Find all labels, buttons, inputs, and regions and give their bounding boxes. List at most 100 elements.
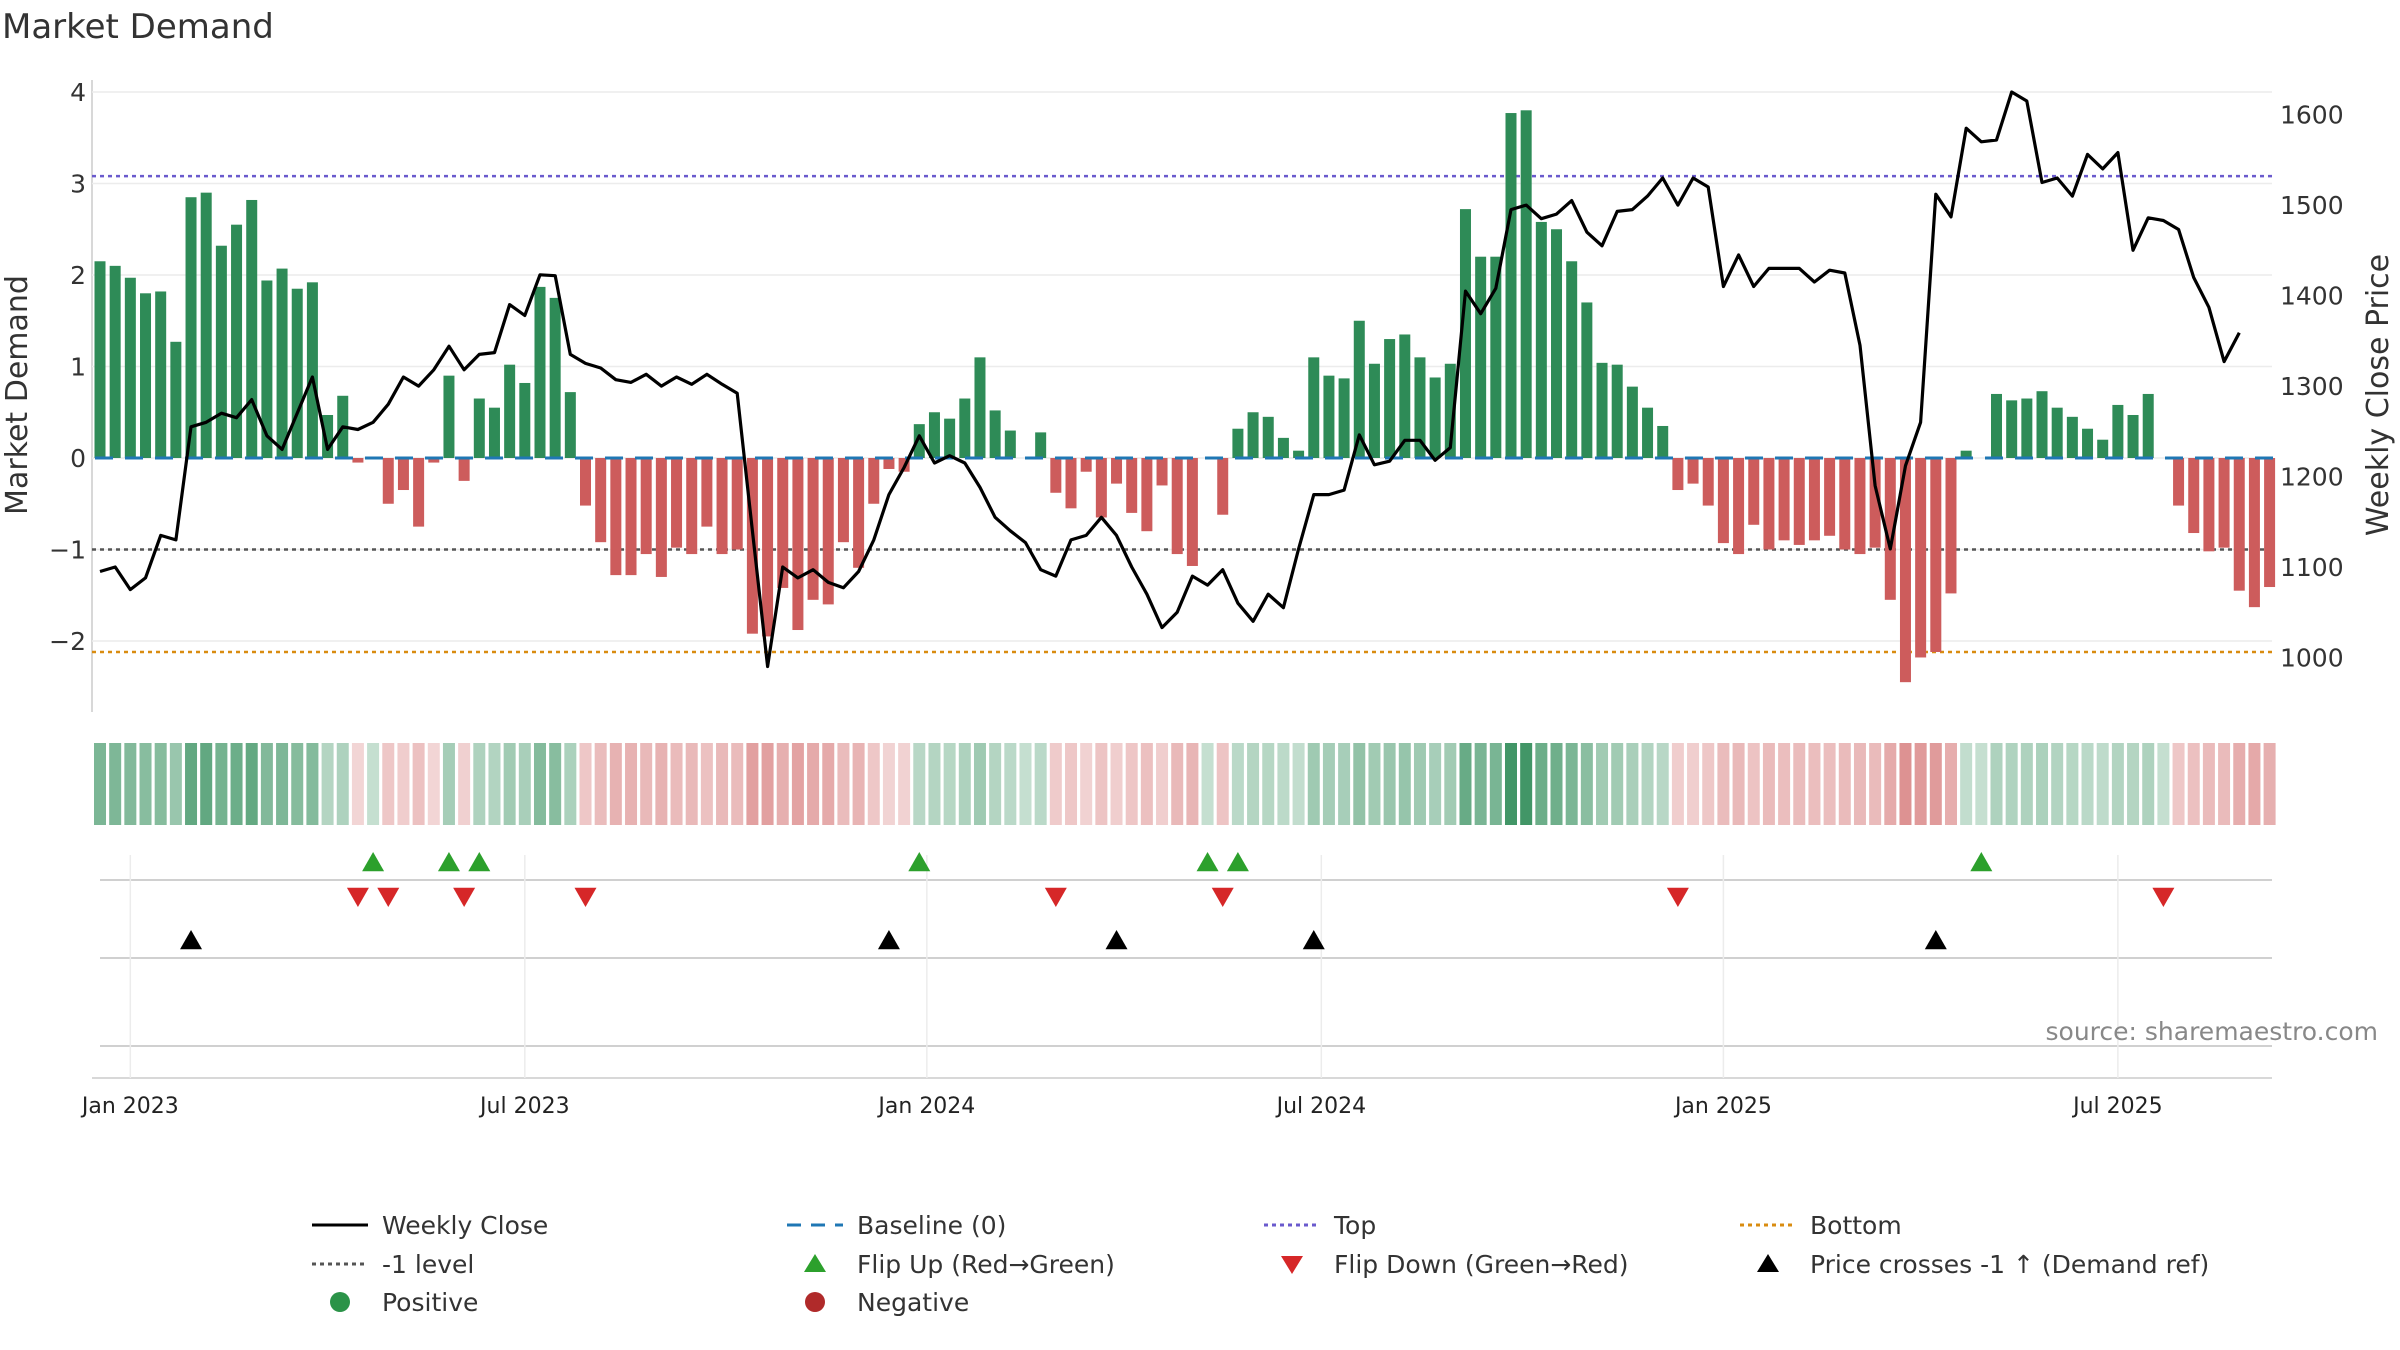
- heat-cell: [1277, 743, 1290, 825]
- demand-bar: [534, 286, 546, 458]
- demand-bar: [1626, 386, 1638, 458]
- demand-bar: [2097, 439, 2109, 458]
- demand-bar: [322, 414, 334, 458]
- heat-cell: [109, 743, 122, 825]
- demand-bar: [1232, 428, 1244, 458]
- heat-cell: [1914, 743, 1927, 825]
- demand-bar: [777, 458, 789, 588]
- heat-cell: [351, 743, 364, 825]
- heat-cell: [898, 743, 911, 825]
- legend-label: Bottom: [1810, 1211, 1902, 1240]
- demand-bar: [2066, 416, 2078, 458]
- heat-cell: [533, 743, 546, 825]
- heat-cell: [1489, 743, 1502, 825]
- heat-cell: [200, 743, 213, 825]
- demand-bar: [1778, 458, 1790, 541]
- demand-bar: [1839, 458, 1851, 550]
- heat-cell: [625, 743, 638, 825]
- heat-cell: [1247, 743, 1260, 825]
- demand-bar: [1111, 458, 1123, 484]
- demand-bar: [428, 458, 440, 463]
- legend-label: -1 level: [382, 1250, 474, 1279]
- demand-bar: [1414, 357, 1426, 458]
- x-tick-label: Jul 2024: [1275, 1094, 1367, 1119]
- event-markers: [180, 852, 2175, 950]
- heat-cell: [1975, 743, 1988, 825]
- heat-cell: [2020, 743, 2033, 825]
- flip-down-marker: [1666, 887, 1689, 907]
- demand-bar: [853, 458, 865, 568]
- demand-bar: [1308, 357, 1320, 458]
- heat-cell: [1960, 743, 1973, 825]
- legend-swatch: [330, 1292, 350, 1312]
- demand-bar: [1262, 416, 1274, 458]
- demand-bar: [1126, 458, 1138, 513]
- left-axis-label: Market Demand: [0, 275, 35, 515]
- heat-cell: [594, 743, 607, 825]
- demand-bar: [231, 224, 243, 458]
- heat-cell: [1671, 743, 1684, 825]
- left-tick-label: 0: [70, 444, 86, 473]
- heat-cell: [2036, 743, 2049, 825]
- demand-bar: [276, 268, 288, 458]
- heat-cell: [989, 743, 1002, 825]
- demand-bar: [792, 458, 804, 631]
- demand-bar: [1475, 256, 1487, 458]
- demand-bar: [413, 458, 425, 527]
- heat-cell: [1292, 743, 1305, 825]
- right-tick-label: 1400: [2280, 282, 2344, 311]
- demand-bar: [1399, 334, 1411, 458]
- demand-bar: [1611, 364, 1623, 458]
- demand-bar: [959, 398, 971, 458]
- demand-bar: [519, 382, 531, 458]
- demand-bar: [595, 458, 607, 543]
- right-axis-label: Weekly Close Price: [2361, 254, 2396, 536]
- heat-cell: [1065, 743, 1078, 825]
- demand-bar: [2203, 458, 2215, 552]
- demand-bar: [1930, 458, 1942, 652]
- heat-cell: [1231, 743, 1244, 825]
- heat-cell: [1201, 743, 1214, 825]
- demand-bar: [2051, 407, 2063, 458]
- heat-cell: [473, 743, 486, 825]
- demand-bar: [1991, 393, 2002, 458]
- source-note: source: sharemaestro.com: [2046, 1017, 2379, 1046]
- flip-down-marker: [346, 887, 369, 907]
- heat-cell: [1853, 743, 1866, 825]
- demand-bar: [1505, 113, 1517, 459]
- demand-bar: [549, 297, 561, 458]
- demand-bar: [140, 293, 152, 458]
- demand-bar: [306, 282, 318, 458]
- heat-cell: [1140, 743, 1153, 825]
- heat-cell: [1944, 743, 1957, 825]
- heat-cell: [1019, 743, 1032, 825]
- heat-cell: [1869, 743, 1882, 825]
- legend-label: Baseline (0): [857, 1211, 1006, 1240]
- heat-cell: [640, 743, 653, 825]
- heat-cell: [852, 743, 865, 825]
- heat-cell: [291, 743, 304, 825]
- demand-bar: [1748, 458, 1760, 525]
- left-tick-label: −2: [49, 627, 86, 656]
- demand-bar: [2036, 391, 2048, 458]
- heat-cell: [1580, 743, 1593, 825]
- demand-bar: [1004, 430, 1016, 458]
- heat-cell: [427, 743, 440, 825]
- lane-gridlines: [129, 855, 2119, 1078]
- demand-bar: [1596, 362, 1608, 458]
- left-tick-label: 3: [70, 170, 86, 199]
- demand-bars: [94, 110, 2276, 683]
- legend-label: Flip Down (Green→Red): [1334, 1250, 1629, 1279]
- demand-bar: [1808, 458, 1820, 541]
- price-cross-marker: [877, 930, 900, 950]
- heat-cell: [685, 743, 698, 825]
- demand-bar: [1854, 458, 1866, 555]
- heat-cell: [1626, 743, 1639, 825]
- heat-cell: [1080, 743, 1093, 825]
- legend-label: Positive: [382, 1288, 478, 1317]
- heat-cell: [260, 743, 273, 825]
- legend-label: Flip Up (Red→Green): [857, 1250, 1115, 1279]
- x-tick-label: Jan 2023: [80, 1094, 179, 1119]
- demand-bar: [1763, 458, 1775, 550]
- demand-bar: [1490, 256, 1502, 458]
